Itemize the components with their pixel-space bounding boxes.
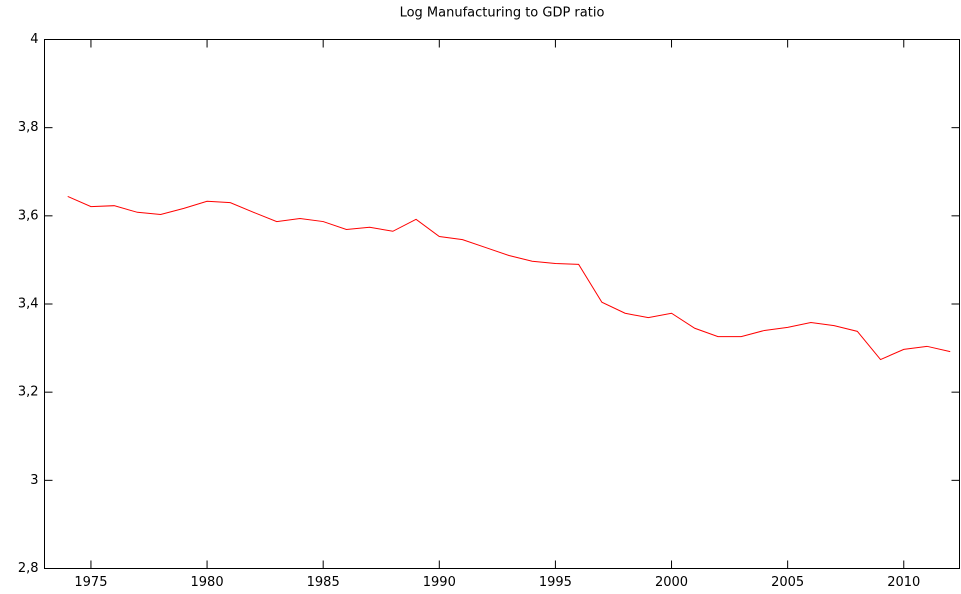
x-tick-label: 1980 [191,575,224,590]
chart-title: Log Manufacturing to GDP ratio [400,6,605,21]
x-tick-label: 1990 [423,575,456,590]
data-line [67,195,951,361]
y-tick-label: 3,8 [18,120,39,135]
x-tick-label: 2000 [655,575,688,590]
y-tick-label: 3 [30,473,38,488]
x-tick-label: 1995 [539,575,572,590]
x-tick-label: 2010 [887,575,920,590]
y-tick-label: 3,6 [18,208,39,223]
y-tick-label: 4 [30,32,38,47]
x-tick-label: 1985 [307,575,340,590]
plot-frame [44,39,960,569]
x-tick-label: 1975 [74,575,107,590]
y-tick-label: 3,2 [18,385,39,400]
y-tick-label: 2,8 [18,561,39,576]
y-tick-label: 3,4 [18,297,39,312]
x-tick-label: 2005 [771,575,804,590]
